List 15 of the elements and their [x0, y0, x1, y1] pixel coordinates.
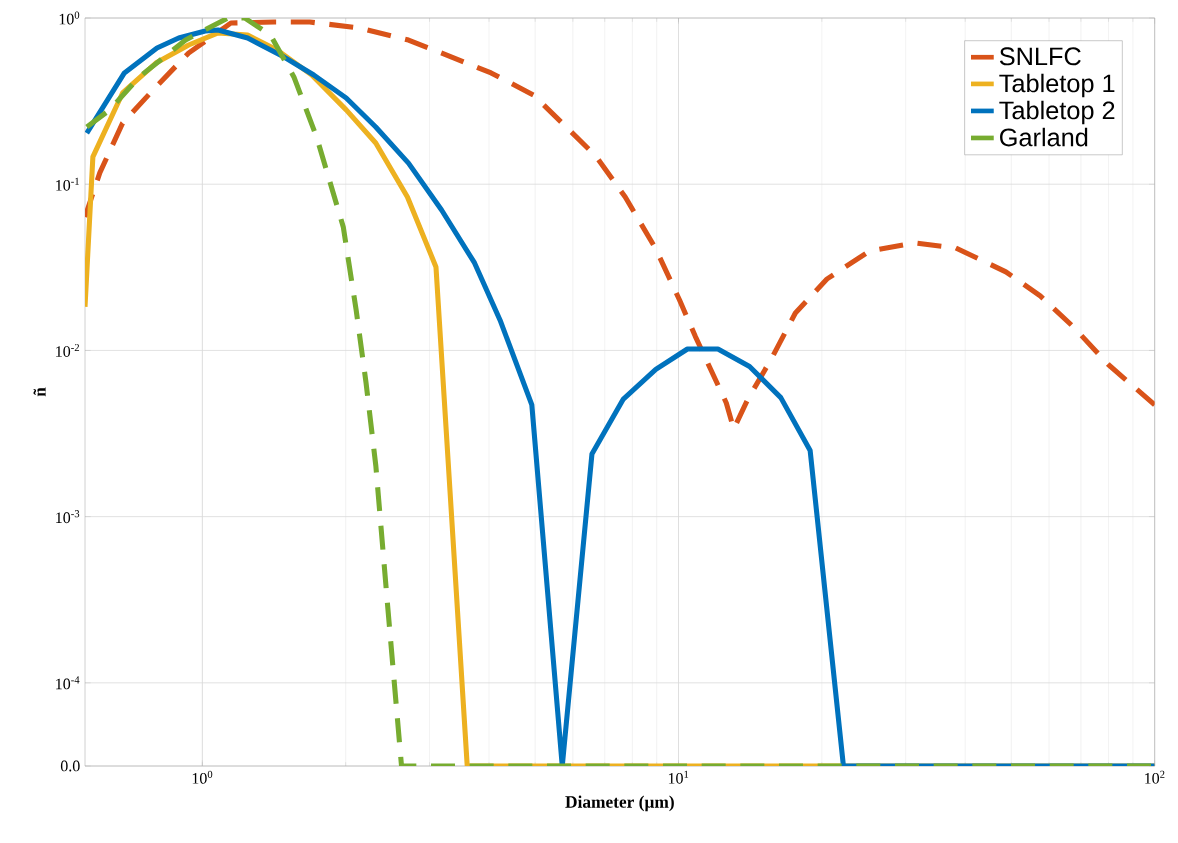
- y-tick-label: 10$^{-4}$: [56, 676, 80, 690]
- y-tick-label: 10$^{-1}$: [56, 177, 79, 191]
- legend-label: Tabletop 1: [999, 73, 1115, 98]
- x-tick-label: 10$^{0}$: [192, 770, 213, 784]
- y-tick-label: 0.0: [60, 760, 80, 772]
- x-tick-label: 10$^{1}$: [668, 770, 689, 784]
- y-tick-label: 10$^{-3}$: [56, 510, 80, 524]
- legend-label: Tabletop 2: [999, 100, 1115, 125]
- x-axis-title: Diameter (µm): [565, 795, 674, 812]
- y-tick-label: 10$^{-2}$: [56, 343, 80, 357]
- legend-label: SNLFC: [999, 47, 1081, 66]
- legend-label: Garland: [1000, 127, 1088, 147]
- x-tick-label: 10$^{2}$: [1145, 770, 1165, 784]
- y-tick-label: 10$^{0}$: [59, 11, 80, 25]
- y-axis-title: ñ: [33, 387, 46, 397]
